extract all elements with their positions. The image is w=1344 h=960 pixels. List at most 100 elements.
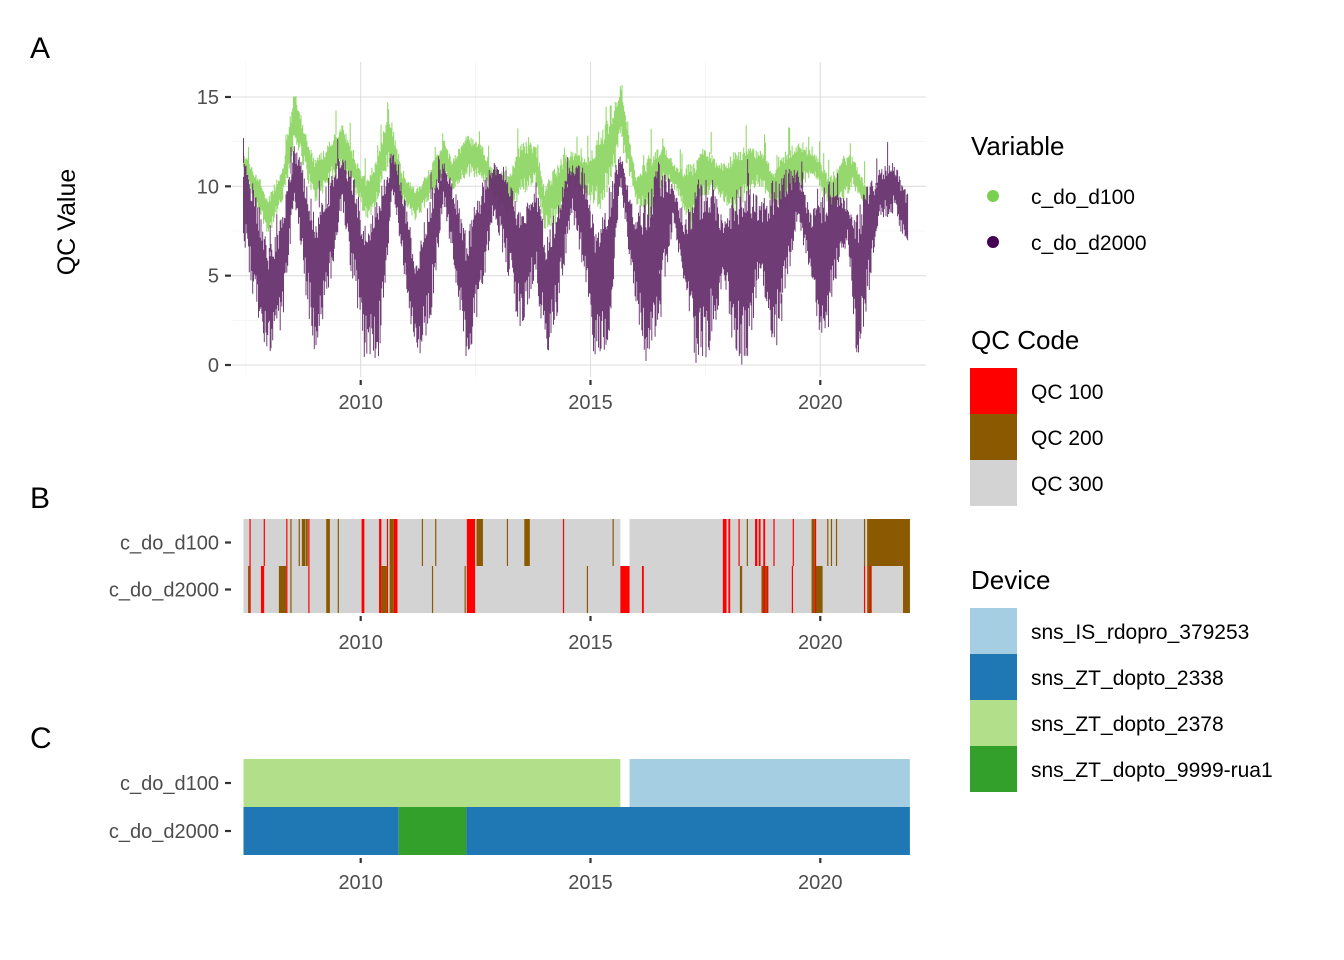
panel-a-y-axis-title: QC Value xyxy=(53,169,81,276)
panel-b-tile-qc-200 xyxy=(863,519,866,566)
panel-b-tile-qc-200 xyxy=(811,566,815,613)
legend-variable-label-c-do-d2000: c_do_d2000 xyxy=(1031,232,1147,255)
panel-c-tile-sns-zt-dopto-2338 xyxy=(243,807,399,855)
panel-b-tile-qc-200 xyxy=(381,566,387,613)
panel-b-tile-qc-100 xyxy=(641,566,644,613)
legend-device-title: Device xyxy=(971,565,1050,595)
legend-device-label-sns-zt-dopto-9999-rua1: sns_ZT_dopto_9999-rua1 xyxy=(1031,759,1273,782)
panel-b-tile-qc-100 xyxy=(249,519,251,566)
panel-b-tile-qc-100 xyxy=(379,519,382,566)
panel-b-tile-qc-200 xyxy=(586,566,589,613)
panel-b-tile-qc-200 xyxy=(506,519,509,566)
panel-b-tile-qc-100 xyxy=(263,519,265,566)
panel-b-x-axis: 2010 2015 2020 xyxy=(338,616,843,654)
panel-b-tile-qc-200 xyxy=(278,566,287,613)
legend-qc-code: QC Code QC 100 QC 200 QC 300 xyxy=(970,325,1103,506)
panel-b-tile-qc-200 xyxy=(421,519,424,566)
panel-b-tile-qc-200 xyxy=(524,519,530,566)
panel-b-tile-qc-100 xyxy=(814,519,817,566)
panel-b-row-c-do-d2000 xyxy=(243,566,910,613)
panel-c-x-tick-label: 2015 xyxy=(568,872,613,894)
panel-b-tile-qc-100 xyxy=(773,519,775,566)
panel-b-tile-qc-100 xyxy=(766,566,769,613)
panel-b-tile-qc-100 xyxy=(738,519,740,566)
panel-b-tile-qc-100 xyxy=(249,566,251,613)
panel-c-tile-sns-zt-dopto-9999-rua1 xyxy=(398,807,467,855)
panel-tag-a: A xyxy=(30,32,50,65)
legend-device-label-sns-is-rdopro-379253: sns_IS_rdopro_379253 xyxy=(1031,621,1249,644)
legend-variable-key-c-do-d2000 xyxy=(987,236,999,248)
panel-b-tile-qc-200 xyxy=(290,519,292,566)
panel-b-tile-qc-200 xyxy=(835,519,838,566)
panel-c-row-c-do-d2000 xyxy=(243,807,910,855)
panel-b-tile-qc-300 xyxy=(243,566,910,613)
panel-b-tile-qc-200 xyxy=(746,519,748,566)
legend-device-key-sns-zt-dopto-2338 xyxy=(970,654,1017,700)
panel-c-row-c-do-d100 xyxy=(243,759,910,807)
panel-b-tile-qc-200 xyxy=(830,519,833,566)
panel-a-y-tick-label: 0 xyxy=(208,355,219,377)
panel-c-x-tick-label: 2010 xyxy=(338,872,383,894)
legend-device-label-sns-zt-dopto-2378: sns_ZT_dopto_2378 xyxy=(1031,713,1224,736)
panel-b-tile-qc-200 xyxy=(337,566,339,613)
legend-device-label-sns-zt-dopto-2338: sns_ZT_dopto_2338 xyxy=(1031,667,1224,690)
panel-b-tile-qc-200 xyxy=(248,566,250,613)
panel-a-x-tick-label: 2015 xyxy=(568,392,613,414)
panel-b-tile-qc-200 xyxy=(326,519,330,566)
panel-tag-b: B xyxy=(30,482,50,515)
legend-device-key-sns-is-rdopro-379253 xyxy=(970,608,1017,654)
panel-b-tile-qc-100 xyxy=(763,566,766,613)
legend-device: Device sns_IS_rdopro_379253 sns_ZT_dopto… xyxy=(970,565,1273,792)
panel-b-tile-qc-100 xyxy=(620,566,630,613)
legend-qc-label-qc-200: QC 200 xyxy=(1031,427,1103,450)
panel-b-tile-qc-200 xyxy=(326,566,330,613)
panel-b-tile-qc-100 xyxy=(361,566,365,613)
legend-qc-label-qc-100: QC 100 xyxy=(1031,381,1103,404)
panel-b-tile-qc-100 xyxy=(286,519,288,566)
panel-c-y-tick-label: c_do_d100 xyxy=(120,773,219,795)
panel-b-tile-qc-200 xyxy=(464,566,466,613)
panel-b-y-tick-label: c_do_d100 xyxy=(120,533,219,555)
series-c-do-d2000 xyxy=(243,138,909,365)
panel-b-tile-qc-100 xyxy=(361,519,365,566)
panel-a-x-axis: 2010 2015 2020 xyxy=(338,380,843,414)
legend-device-key-sns-zt-dopto-9999-rua1 xyxy=(970,746,1017,792)
panel-b-tile-qc-200 xyxy=(739,566,743,613)
legend-variable: Variable c_do_d100 c_do_d2000 xyxy=(971,131,1147,255)
legend-variable-key-c-do-d100 xyxy=(987,190,999,202)
panel-b-tile-qc-100 xyxy=(792,519,794,566)
panel-c-device-heatmap: c_do_d100 c_do_d2000 2010 2015 2020 xyxy=(109,759,910,894)
panel-c-tile-sns-is-rdopro-379253 xyxy=(629,759,910,807)
panel-c-x-axis: 2010 2015 2020 xyxy=(338,858,843,894)
legend-variable-label-c-do-d100: c_do_d100 xyxy=(1031,186,1135,209)
panel-b-tile-qc-100 xyxy=(466,519,476,566)
panel-b-tile-qc-100 xyxy=(722,519,727,566)
panel-b-tiles xyxy=(243,519,910,613)
panel-b-tile-qc-200 xyxy=(827,519,829,566)
panel-b-tile-qc-200 xyxy=(612,519,614,566)
panel-b-tile-qc-100 xyxy=(863,566,866,613)
panel-b-tile-qc-100 xyxy=(728,566,731,613)
legend-qc-label-qc-300: QC 300 xyxy=(1031,473,1103,496)
panel-b-tile-qc-100 xyxy=(466,566,476,613)
legend-variable-title: Variable xyxy=(971,131,1064,161)
panel-b-y-axis: c_do_d100 c_do_d2000 xyxy=(109,533,231,602)
series-line-c-do-d2000 xyxy=(243,138,909,365)
panel-b-tile-qc-100 xyxy=(562,519,565,566)
panel-b-tile-qc-100 xyxy=(869,566,871,613)
panel-a-timeseries: 0 5 10 15 2010 2015 2020 QC Value xyxy=(53,62,926,414)
panel-b-tile-qc-100 xyxy=(393,519,398,566)
panel-b-tile-qc-200 xyxy=(337,519,339,566)
panel-a-series xyxy=(242,85,909,365)
panel-b-row-c-do-d100 xyxy=(243,519,910,566)
panel-b-tile-qc-200 xyxy=(476,519,483,566)
panel-a-x-tick-label: 2020 xyxy=(798,392,843,414)
panel-b-tile-qc-100 xyxy=(386,519,389,566)
panel-b-tile-qc-200 xyxy=(867,519,910,566)
panel-b-tile-qc-100 xyxy=(308,566,310,613)
panel-b-tile-qc-100 xyxy=(386,566,389,613)
panel-c-tile-sns-zt-dopto-2378 xyxy=(243,759,621,807)
panel-b-tile-qc-100 xyxy=(758,519,761,566)
panel-b-tile-qc-100 xyxy=(814,566,817,613)
